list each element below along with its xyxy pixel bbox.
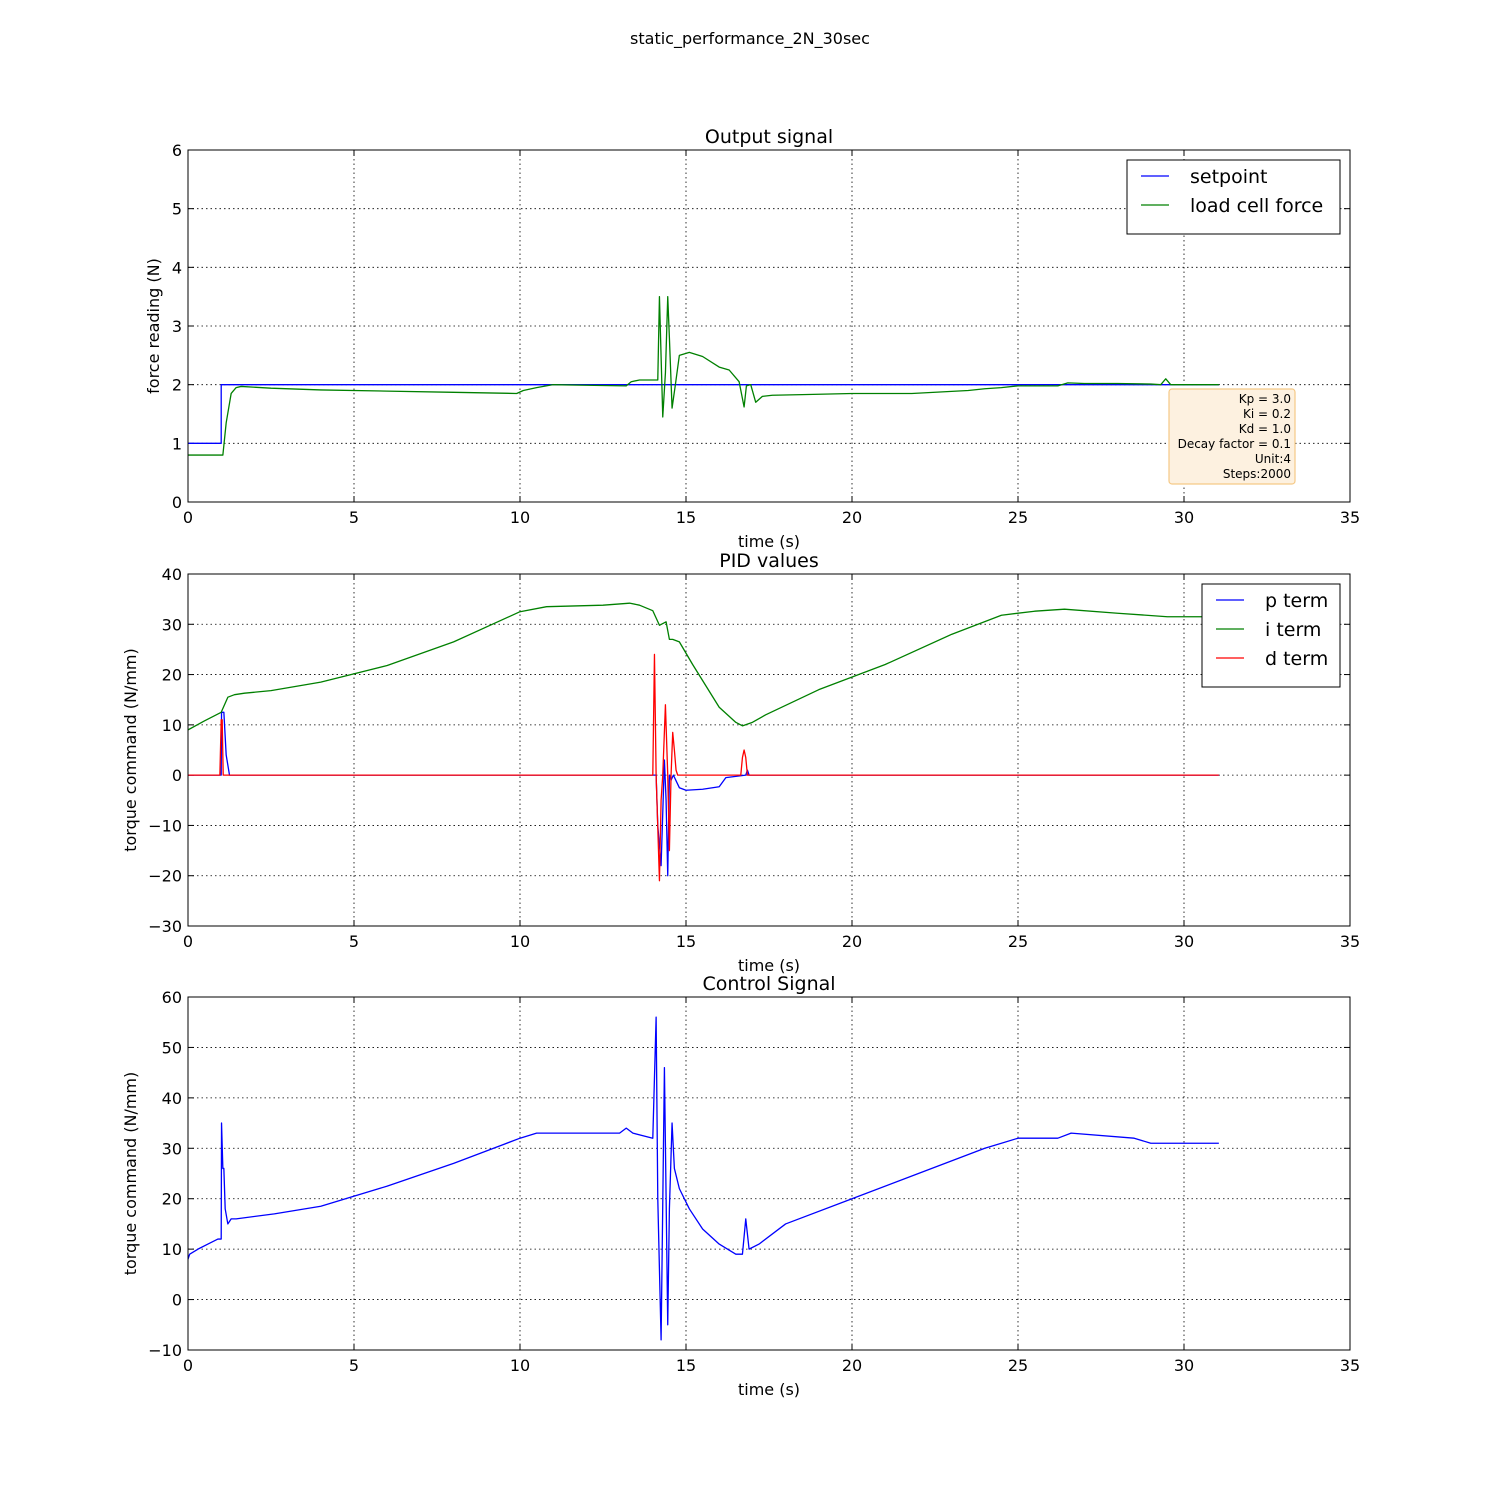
y-tick-label: 20 bbox=[162, 1190, 182, 1209]
series-line-setpoint bbox=[188, 384, 1219, 444]
y-tick-label: −10 bbox=[148, 1341, 182, 1360]
chart-title: Output signal bbox=[705, 126, 833, 148]
x-axis-label: time (s) bbox=[738, 532, 800, 551]
y-tick-label: −20 bbox=[148, 867, 182, 886]
y-tick-label: 1 bbox=[172, 434, 182, 453]
y-tick-label: 0 bbox=[172, 493, 182, 512]
y-axis-label: force reading (N) bbox=[144, 258, 163, 394]
series-line-control-signal bbox=[188, 1016, 1219, 1341]
x-tick-label: 20 bbox=[842, 508, 862, 527]
axes-frame bbox=[187, 573, 1351, 927]
x-tick-label: 10 bbox=[510, 508, 530, 527]
y-tick-label: 10 bbox=[162, 1240, 182, 1259]
y-tick-label: 20 bbox=[162, 666, 182, 685]
legend-label: setpoint bbox=[1190, 166, 1268, 188]
legend-label: i term bbox=[1265, 619, 1321, 641]
series-line-i-term bbox=[188, 602, 1219, 731]
chart-title: PID values bbox=[719, 550, 819, 572]
x-tick-label: 20 bbox=[842, 932, 862, 951]
x-tick-label: 30 bbox=[1174, 932, 1194, 951]
y-tick-label: 30 bbox=[162, 1139, 182, 1158]
x-tick-label: 25 bbox=[1008, 1356, 1028, 1375]
chart-1: 0 5 10 15 20 25 30 35 0 1 2 3 4 5 6 Output signal time (… bbox=[144, 126, 1360, 551]
x-tick-label: 35 bbox=[1340, 1356, 1360, 1375]
annotation-line: Ki = 0.2 bbox=[1243, 407, 1291, 421]
plot-area bbox=[188, 574, 1350, 926]
x-tick-label: 0 bbox=[183, 508, 193, 527]
x-tick-label: 0 bbox=[183, 1356, 193, 1375]
y-tick-label: 50 bbox=[162, 1038, 182, 1057]
x-tick-label: 10 bbox=[510, 932, 530, 951]
y-tick-labels: 0 1 2 3 4 5 6 bbox=[172, 141, 182, 512]
figure-suptitle: static_performance_2N_30sec bbox=[630, 29, 870, 49]
x-tick-labels: 0 5 10 15 20 25 30 35 bbox=[183, 508, 1360, 527]
series-group bbox=[188, 602, 1219, 882]
x-tick-label: 35 bbox=[1340, 508, 1360, 527]
series-group bbox=[188, 296, 1219, 456]
legend: p term i term d term bbox=[1201, 583, 1341, 688]
x-tick-label: 20 bbox=[842, 1356, 862, 1375]
annotation-box bbox=[1168, 388, 1296, 485]
y-tick-label: 5 bbox=[172, 200, 182, 219]
legend: setpoint load cell force bbox=[1126, 159, 1341, 235]
x-axis-label: time (s) bbox=[738, 956, 800, 975]
x-axis-label: time (s) bbox=[738, 1380, 800, 1399]
series-group bbox=[188, 1016, 1219, 1341]
chart-2: 0 5 10 15 20 25 30 35 −30 −20 −10 0 10 20 30 40 PID valu… bbox=[121, 550, 1360, 975]
legend-label: p term bbox=[1265, 590, 1328, 612]
x-tick-label: 25 bbox=[1008, 932, 1028, 951]
grid-lines bbox=[188, 997, 1350, 1350]
y-tick-label: 0 bbox=[172, 766, 182, 785]
chart-title: Control Signal bbox=[702, 973, 835, 995]
x-tick-label: 30 bbox=[1174, 508, 1194, 527]
x-tick-label: 15 bbox=[676, 508, 696, 527]
legend-box bbox=[1126, 159, 1341, 235]
x-tick-labels: 0 5 10 15 20 25 30 35 bbox=[183, 932, 1360, 951]
y-tick-label: 30 bbox=[162, 615, 182, 634]
annotation-line: Kd = 1.0 bbox=[1239, 422, 1291, 436]
y-tick-label: −30 bbox=[148, 917, 182, 936]
legend-box bbox=[1201, 583, 1341, 688]
x-tick-label: 0 bbox=[183, 932, 193, 951]
y-tick-labels: −10 0 10 20 30 40 50 60 bbox=[148, 988, 182, 1360]
y-tick-label: 60 bbox=[162, 988, 182, 1007]
x-tick-label: 5 bbox=[349, 932, 359, 951]
x-tick-label: 15 bbox=[676, 932, 696, 951]
y-tick-label: 2 bbox=[172, 376, 182, 395]
x-tick-label: 15 bbox=[676, 1356, 696, 1375]
y-tick-label: −10 bbox=[148, 816, 182, 835]
legend-label: load cell force bbox=[1190, 195, 1323, 217]
x-tick-label: 35 bbox=[1340, 932, 1360, 951]
annotation-line: Decay factor = 0.1 bbox=[1178, 437, 1291, 451]
x-tick-label: 25 bbox=[1008, 508, 1028, 527]
annotation-line: Steps:2000 bbox=[1223, 467, 1291, 481]
x-tick-label: 10 bbox=[510, 1356, 530, 1375]
y-tick-label: 10 bbox=[162, 716, 182, 735]
y-tick-label: 40 bbox=[162, 1089, 182, 1108]
series-line-d-term bbox=[188, 653, 1219, 882]
x-tick-label: 5 bbox=[349, 508, 359, 527]
y-tick-label: 40 bbox=[162, 565, 182, 584]
annotation-line: Kp = 3.0 bbox=[1239, 392, 1291, 406]
y-tick-label: 3 bbox=[172, 317, 182, 336]
legend-label: d term bbox=[1265, 648, 1328, 670]
y-tick-labels: −30 −20 −10 0 10 20 30 40 bbox=[148, 565, 182, 936]
y-axis-label: torque command (N/mm) bbox=[121, 648, 140, 852]
annotation-line: Unit:4 bbox=[1255, 452, 1291, 466]
y-tick-label: 0 bbox=[172, 1291, 182, 1310]
series-line-load-cell-force bbox=[188, 296, 1219, 456]
y-tick-label: 4 bbox=[172, 258, 182, 277]
axes-frame bbox=[187, 996, 1351, 1351]
x-tick-label: 5 bbox=[349, 1356, 359, 1375]
x-tick-label: 30 bbox=[1174, 1356, 1194, 1375]
y-tick-label: 6 bbox=[172, 141, 182, 160]
x-tick-labels: 0 5 10 15 20 25 30 35 bbox=[183, 1356, 1360, 1375]
y-axis-label: torque command (N/mm) bbox=[121, 1072, 140, 1276]
axes-frame bbox=[187, 149, 1351, 503]
plot-area bbox=[188, 997, 1350, 1350]
